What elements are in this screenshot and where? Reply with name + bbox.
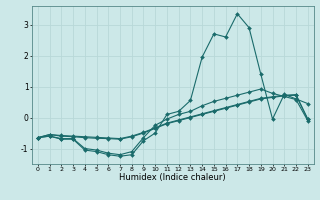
X-axis label: Humidex (Indice chaleur): Humidex (Indice chaleur) — [119, 173, 226, 182]
